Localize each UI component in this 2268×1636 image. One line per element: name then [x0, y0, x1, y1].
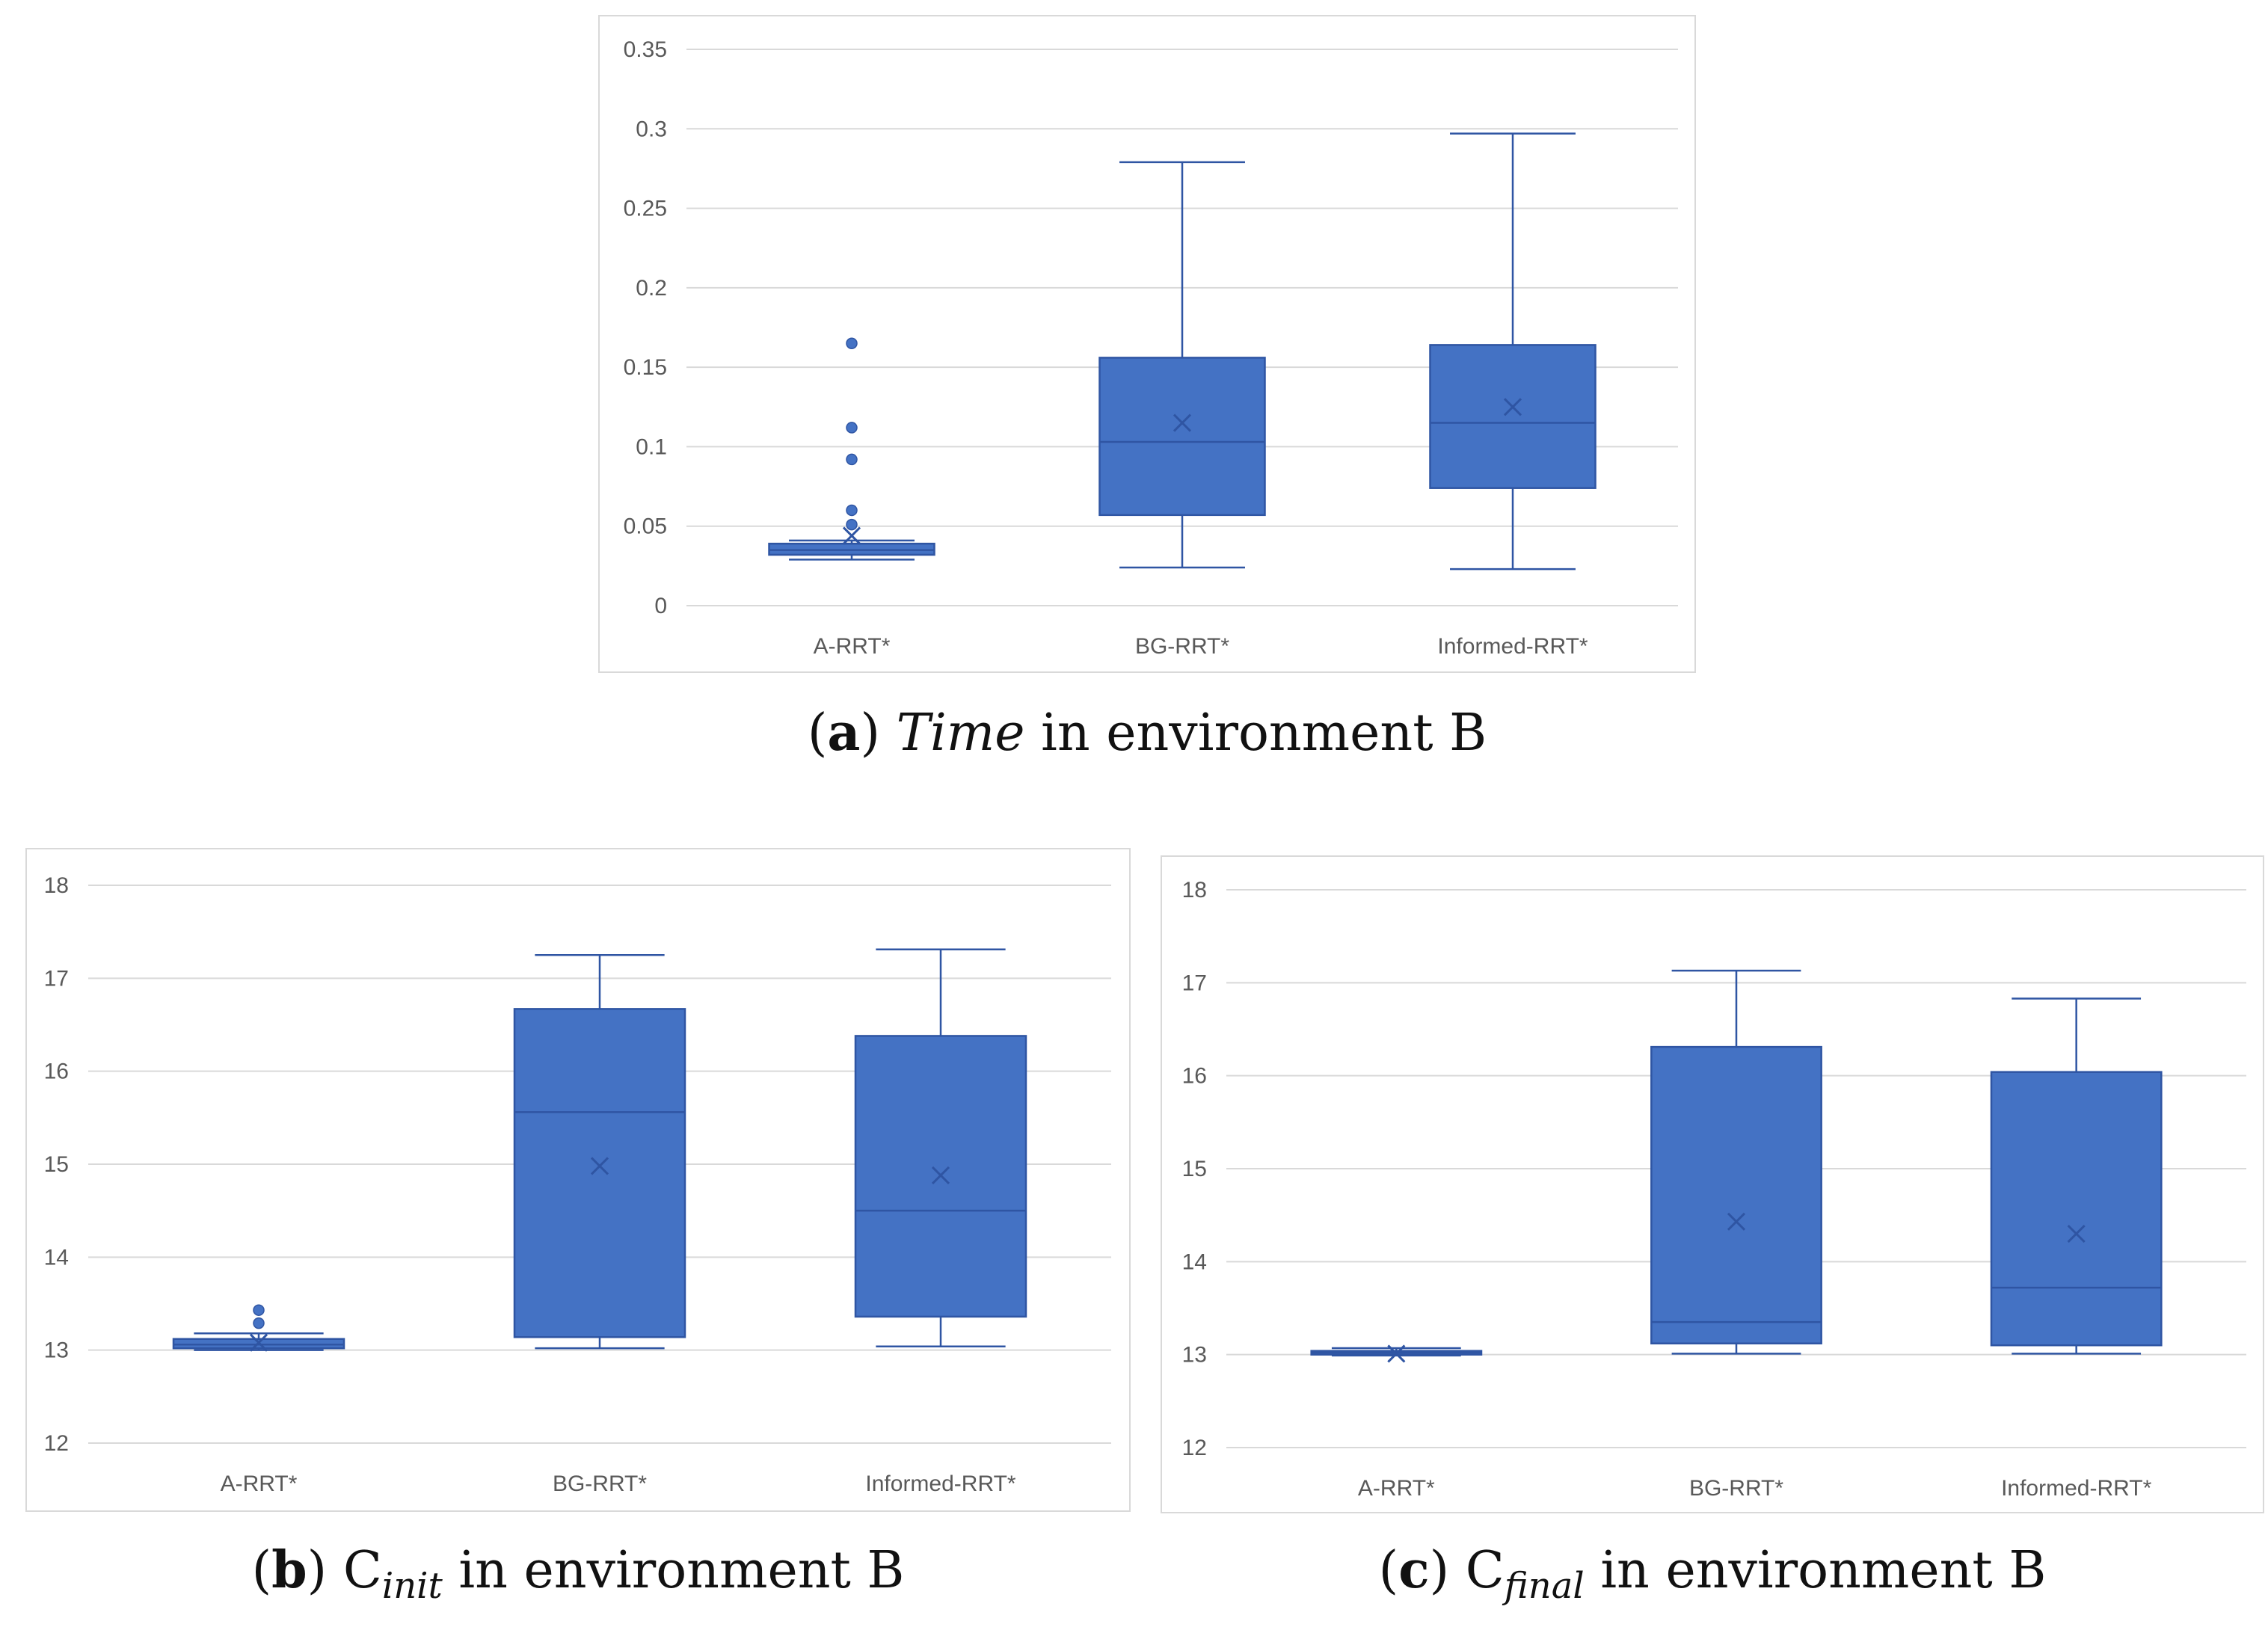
mean-marker	[842, 526, 861, 545]
y-tick-label: 0.35	[624, 37, 667, 62]
chart-panel-c-final: 12 13 14 15 16 17 18 A-RRT* BG-RRT* Informed-RRT*	[1161, 855, 2264, 1513]
y-tick-label: 0.25	[624, 197, 667, 221]
x-category-label: A-RRT*	[1358, 1476, 1435, 1501]
iqr-box	[1429, 344, 1596, 489]
x-category-label: BG-RRT*	[1135, 634, 1229, 659]
box-informed-rrt	[1429, 132, 1596, 571]
box-a-rrt	[768, 337, 935, 561]
x-category-label: Informed-RRT*	[865, 1472, 1015, 1496]
outlier-point	[846, 504, 858, 517]
caption-suffix: in environment B	[1600, 1541, 2047, 1600]
chart-panel-c-init: 12 13 14 15 16 17 18 A-RRT* BG-RRT* Informed-RRT*	[25, 848, 1131, 1512]
mean-marker	[1727, 1212, 1746, 1231]
box-bg-rrt	[1098, 161, 1266, 569]
outlier-point	[253, 1317, 265, 1329]
box-bg-rrt	[513, 954, 686, 1350]
y-tick-label: 14	[1182, 1249, 1207, 1274]
y-tick-label: 12	[44, 1431, 69, 1456]
caption-metric: C	[342, 1541, 382, 1600]
y-tick-label: 0.3	[636, 117, 667, 141]
outlier-point	[846, 337, 858, 350]
y-tick-label: 18	[44, 873, 69, 898]
box-plot-time: 0 0.05 0.1 0.15 0.2 0.25 0.3 0.35 A-RRT* BG-RRT* I…	[624, 37, 1678, 659]
box-informed-rrt	[854, 948, 1027, 1347]
box-plot-c-final: 12 13 14 15 16 17 18 A-RRT* BG-RRT* Informed-RRT*	[1182, 878, 2246, 1501]
outlier-point	[253, 1304, 265, 1316]
outlier-point	[846, 422, 858, 434]
y-tick-label: 0	[654, 594, 667, 618]
box-bg-rrt	[1650, 969, 1822, 1355]
mean-marker	[931, 1166, 950, 1184]
y-tick-label: 15	[1182, 1157, 1207, 1181]
x-category-label: BG-RRT*	[1689, 1476, 1783, 1501]
iqr-box	[1650, 1045, 1822, 1344]
mean-marker	[249, 1333, 268, 1352]
caption-suffix: in environment B	[1041, 704, 1487, 763]
box-a-rrt	[172, 1304, 345, 1352]
x-category-label: BG-RRT*	[553, 1472, 647, 1496]
y-tick-label: 0.2	[636, 276, 667, 301]
y-tick-label: 15	[44, 1152, 69, 1177]
y-tick-label: 17	[44, 966, 69, 991]
y-tick-label: 18	[1182, 878, 1207, 902]
x-category-label: A-RRT*	[814, 634, 891, 659]
y-tick-label: 16	[1182, 1064, 1207, 1089]
y-tick-label: 17	[1182, 971, 1207, 995]
caption-subscript: init	[381, 1565, 443, 1607]
outlier-point	[846, 453, 858, 466]
caption-letter: a	[827, 703, 861, 763]
y-tick-label: 13	[44, 1338, 69, 1363]
x-category-label: Informed-RRT*	[1437, 634, 1588, 659]
caption-letter: c	[1398, 1540, 1430, 1600]
x-category-label: A-RRT*	[221, 1472, 298, 1496]
y-tick-label: 12	[1182, 1436, 1207, 1460]
y-tick-label: 0.1	[636, 434, 667, 459]
caption-suffix: in environment B	[458, 1541, 905, 1600]
mean-marker	[590, 1157, 609, 1175]
caption-letter: b	[271, 1540, 307, 1600]
caption-c-final: (c) Cfinal in environment B	[1378, 1540, 2047, 1607]
iqr-box	[1990, 1071, 2163, 1347]
x-category-label: Informed-RRT*	[2001, 1476, 2151, 1501]
caption-c-init: (b) Cinit in environment B	[251, 1540, 905, 1607]
iqr-box	[1098, 357, 1266, 517]
box-informed-rrt	[1990, 997, 2163, 1355]
caption-metric: C	[1465, 1541, 1505, 1600]
y-tick-label: 13	[1182, 1343, 1207, 1368]
box-plot-c-init: 12 13 14 15 16 17 18 A-RRT* BG-RRT* Informed-RRT*	[44, 873, 1111, 1496]
chart-panel-time: 0 0.05 0.1 0.15 0.2 0.25 0.3 0.35 A-RRT* BG-RRT* I…	[598, 15, 1696, 673]
mean-marker	[1387, 1344, 1406, 1363]
caption-subscript: final	[1504, 1565, 1585, 1607]
box-a-rrt	[1310, 1344, 1483, 1363]
y-tick-label: 0.05	[624, 514, 667, 539]
outlier-point	[846, 518, 858, 531]
y-tick-label: 16	[44, 1060, 69, 1084]
y-tick-label: 0.15	[624, 355, 667, 380]
mean-marker	[2067, 1224, 2086, 1243]
mean-marker	[1173, 413, 1192, 432]
y-tick-label: 14	[44, 1245, 69, 1270]
caption-time: (a) Time in environment B	[807, 703, 1487, 763]
mean-marker	[1503, 398, 1522, 416]
iqr-box	[513, 1008, 686, 1338]
caption-metric: Time	[896, 704, 1025, 763]
